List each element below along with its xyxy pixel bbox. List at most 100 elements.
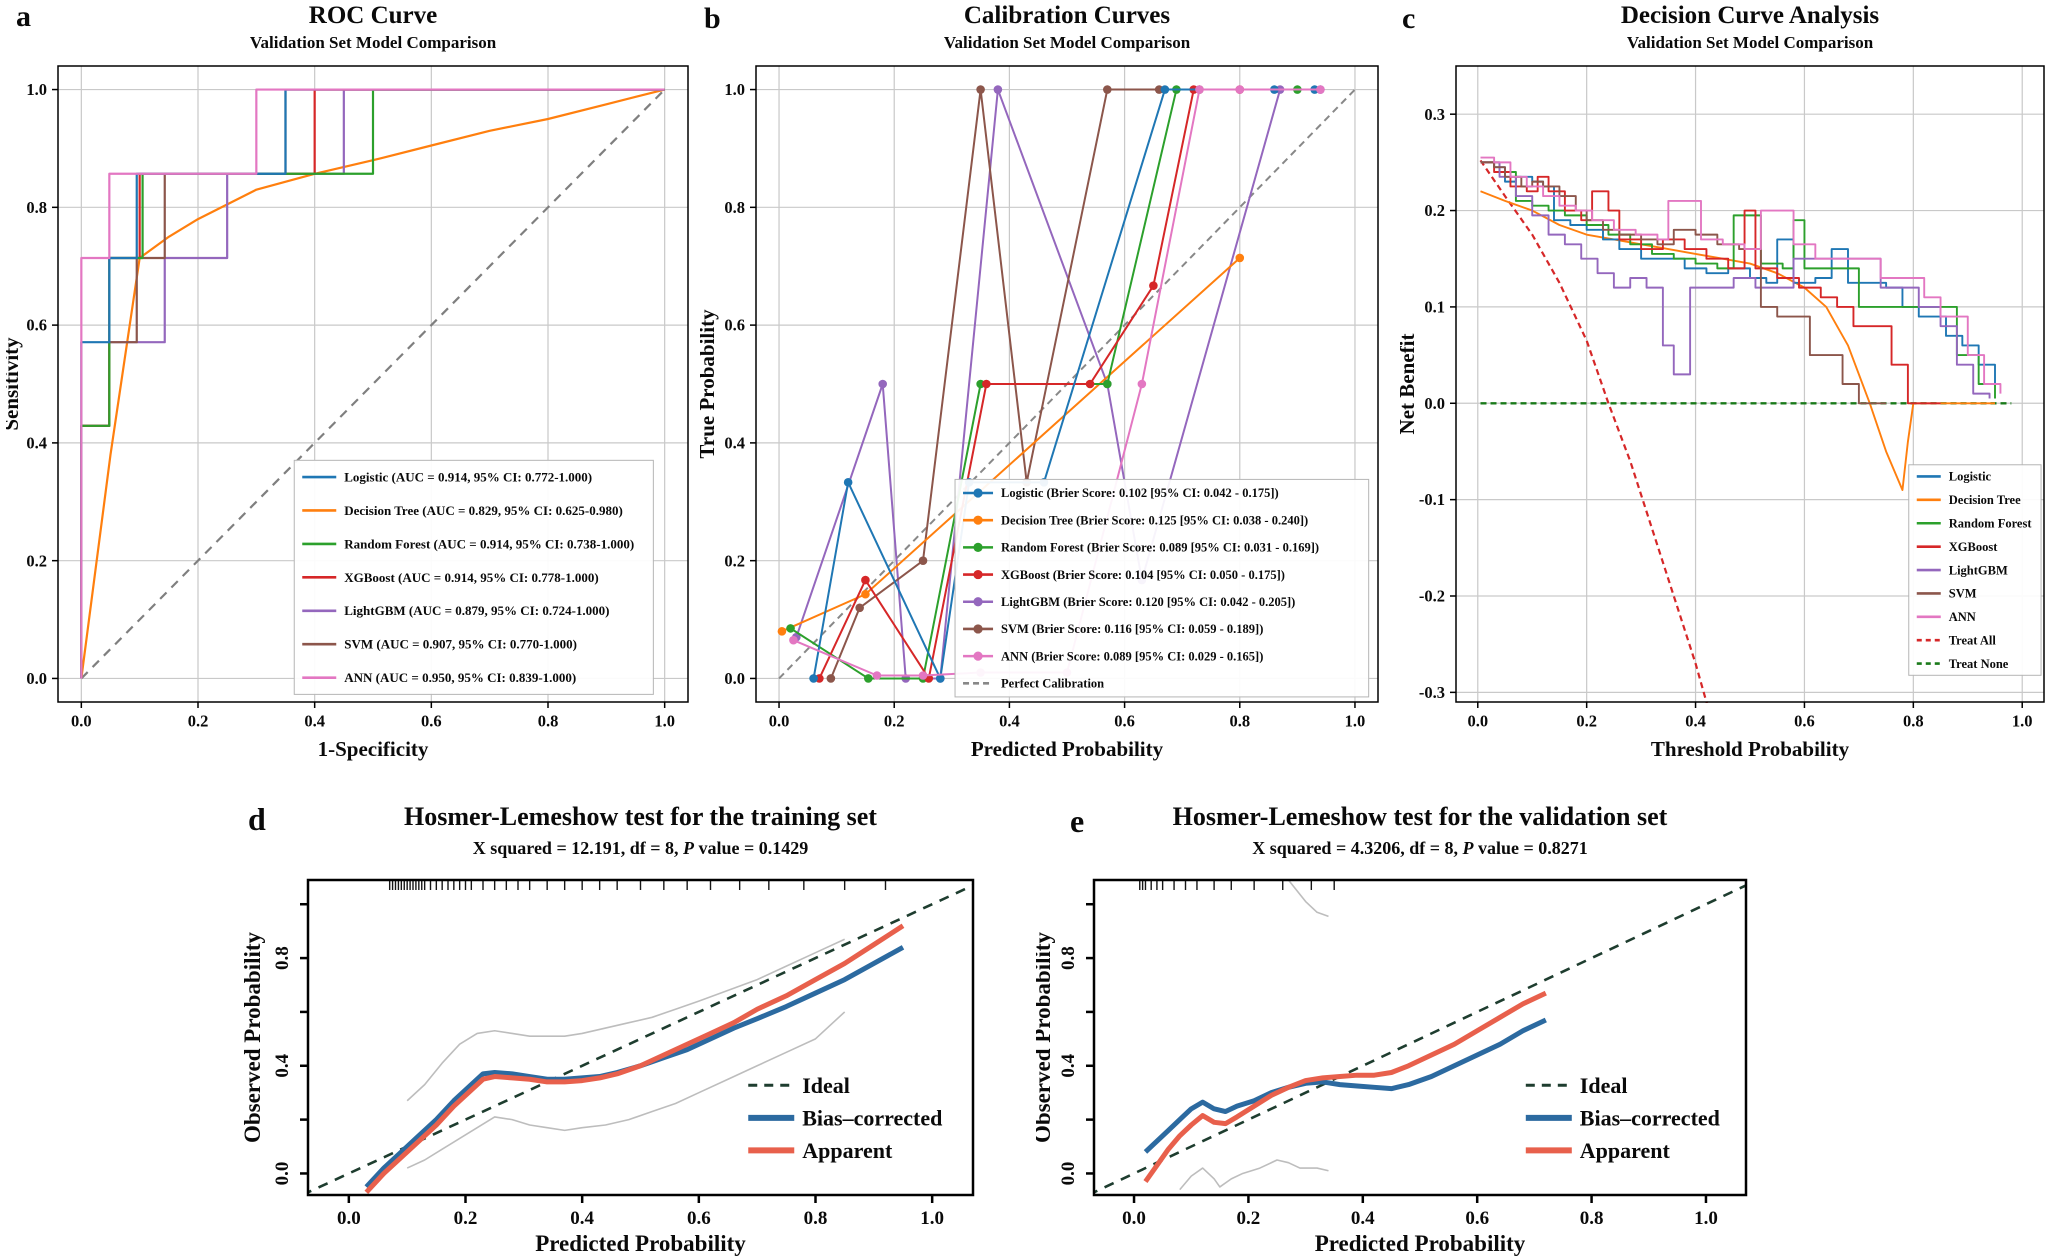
svg-text:Random Forest (AUC = 0.914, 95: Random Forest (AUC = 0.914, 95% CI: 0.73… <box>344 536 634 551</box>
hl-validation-subtitle: X squared = 4.3206, df = 8, P value = 0.… <box>1094 838 1746 859</box>
svg-text:Observed Probability: Observed Probability <box>240 931 265 1143</box>
svg-text:Predicted Probability: Predicted Probability <box>535 1231 746 1256</box>
svg-text:0.8: 0.8 <box>1580 1208 1604 1229</box>
hl-validation-chart-svg: 0.0 0.2 0.4 0.6 0.8 1.0 0.0 0.4 0.8 Predicted Pro… <box>1036 878 1748 1256</box>
svg-text:0.0: 0.0 <box>1424 394 1445 413</box>
svg-text:LightGBM: LightGBM <box>1949 563 2008 577</box>
svg-text:0.6: 0.6 <box>1114 712 1135 731</box>
svg-text:-0.3: -0.3 <box>1419 683 1445 702</box>
hl-training-title: Hosmer-Lemeshow test for the training se… <box>404 802 877 831</box>
roc-subtitle: Validation Set Model Comparison <box>249 33 497 52</box>
svg-text:Sensitivity: Sensitivity <box>6 337 23 431</box>
hl-training-chart-svg: 0.0 0.2 0.4 0.6 0.8 1.0 0.0 0.4 0.8 Predicted Pro… <box>240 878 975 1256</box>
svg-text:Bias–corrected: Bias–corrected <box>1580 1105 1720 1130</box>
svg-text:0.8: 0.8 <box>538 712 559 731</box>
svg-text:SVM (Brier Score: 0.116 [95% C: SVM (Brier Score: 0.116 [95% CI: 0.059 -… <box>1001 622 1263 636</box>
svg-text:0.0: 0.0 <box>26 669 47 688</box>
svg-text:0.8: 0.8 <box>804 1208 828 1229</box>
dca-subtitle: Validation Set Model Comparison <box>1626 33 1874 52</box>
svg-text:1.0: 1.0 <box>1345 712 1366 731</box>
svg-text:0.4: 0.4 <box>304 712 325 731</box>
svg-text:1.0: 1.0 <box>2012 712 2033 731</box>
svg-text:0.1: 0.1 <box>1424 298 1445 317</box>
svg-text:Threshold Probability: Threshold Probability <box>1651 737 1850 761</box>
svg-text:0.6: 0.6 <box>26 316 47 335</box>
panel-letter-c: c <box>1402 2 1416 35</box>
svg-text:0.0: 0.0 <box>724 669 745 688</box>
svg-text:0.0: 0.0 <box>71 712 92 731</box>
svg-text:0.8: 0.8 <box>26 198 47 217</box>
roc-chart-svg: 0.0 0.2 0.4 0.6 0.8 1.0 0.0 0.2 0.4 0.6 0.8 1.0 1-Sp… <box>6 65 689 761</box>
svg-text:Perfect Calibration: Perfect Calibration <box>1001 677 1104 691</box>
svg-text:1.0: 1.0 <box>1694 1208 1718 1229</box>
svg-text:0.6: 0.6 <box>724 316 745 335</box>
svg-text:0.6: 0.6 <box>421 712 442 731</box>
svg-text:Net Benefit: Net Benefit <box>1400 334 1419 435</box>
svg-text:1.0: 1.0 <box>654 712 675 731</box>
panel-letter-e: e <box>1070 803 1085 839</box>
svg-text:0.4: 0.4 <box>1058 1053 1079 1077</box>
svg-text:0.2: 0.2 <box>884 712 905 731</box>
svg-text:SVM (AUC = 0.907, 95% CI: 0.77: SVM (AUC = 0.907, 95% CI: 0.770-1.000) <box>344 637 577 652</box>
hl-training-stat-pre: X squared = 12.191, df = 8, <box>472 838 683 858</box>
svg-text:0.8: 0.8 <box>724 198 745 217</box>
svg-text:0.8: 0.8 <box>1058 946 1079 970</box>
svg-text:0.2: 0.2 <box>724 551 745 570</box>
svg-text:Observed Probability: Observed Probability <box>1036 931 1055 1143</box>
svg-text:Ideal: Ideal <box>1580 1073 1628 1098</box>
hl-validation-stat-post: value = 0.8271 <box>1473 838 1588 858</box>
svg-text:Logistic (Brier Score: 0.102 [: Logistic (Brier Score: 0.102 [95% CI: 0.… <box>1001 486 1279 500</box>
svg-text:0.0: 0.0 <box>1467 712 1488 731</box>
svg-text:LightGBM (Brier Score: 0.120 [: LightGBM (Brier Score: 0.120 [95% CI: 0.… <box>1001 595 1295 609</box>
svg-text:Predicted Probability: Predicted Probability <box>1315 1231 1526 1256</box>
svg-text:0.0: 0.0 <box>337 1208 361 1229</box>
svg-text:0.3: 0.3 <box>1424 105 1445 124</box>
svg-text:0.2: 0.2 <box>26 551 47 570</box>
svg-text:Apparent: Apparent <box>802 1138 893 1163</box>
svg-text:1.0: 1.0 <box>724 80 745 99</box>
svg-text:0.0: 0.0 <box>1058 1162 1079 1186</box>
svg-text:0.4: 0.4 <box>724 433 745 452</box>
svg-text:0.6: 0.6 <box>687 1208 711 1229</box>
svg-text:Apparent: Apparent <box>1580 1138 1671 1163</box>
panel-letter-b: b <box>704 2 721 35</box>
svg-text:0.4: 0.4 <box>1351 1208 1375 1229</box>
svg-text:Random Forest (Brier Score: 0.: Random Forest (Brier Score: 0.089 [95% C… <box>1001 541 1319 555</box>
svg-text:0.4: 0.4 <box>1685 712 1706 731</box>
svg-text:Logistic: Logistic <box>1949 470 1992 484</box>
svg-text:0.2: 0.2 <box>188 712 209 731</box>
svg-text:Decision Tree (AUC = 0.829, 95: Decision Tree (AUC = 0.829, 95% CI: 0.62… <box>344 503 623 518</box>
svg-text:0.4: 0.4 <box>26 433 47 452</box>
svg-text:-0.1: -0.1 <box>1419 490 1445 509</box>
svg-text:1.0: 1.0 <box>26 80 47 99</box>
calibration-subtitle: Validation Set Model Comparison <box>943 33 1191 52</box>
svg-text:0.8: 0.8 <box>272 946 293 970</box>
svg-text:XGBoost (AUC = 0.914, 95% CI:: XGBoost (AUC = 0.914, 95% CI: 0.778-1.00… <box>344 570 598 585</box>
hl-training-subtitle: X squared = 12.191, df = 8, P value = 0.… <box>308 838 973 859</box>
svg-text:0.2: 0.2 <box>1424 201 1445 220</box>
panel-hosmer-lemeshow-validation: e Hosmer-Lemeshow test for the validatio… <box>1036 793 1796 1257</box>
svg-text:Random Forest: Random Forest <box>1949 516 2033 530</box>
svg-text:Treat None: Treat None <box>1949 657 2009 671</box>
svg-text:0.8: 0.8 <box>1229 712 1250 731</box>
panel-letter-d: d <box>248 801 266 837</box>
calibration-title: Calibration Curves <box>963 2 1171 29</box>
panel-roc-curve: a ROC Curve Validation Set Model Compari… <box>6 2 698 790</box>
svg-text:0.2: 0.2 <box>454 1208 478 1229</box>
svg-text:ANN: ANN <box>1949 610 1976 624</box>
svg-text:Decision Tree: Decision Tree <box>1949 493 2021 507</box>
svg-text:ANN (Brier Score: 0.089 [95% C: ANN (Brier Score: 0.089 [95% CI: 0.029 -… <box>1001 649 1263 663</box>
svg-text:0.0: 0.0 <box>272 1162 293 1186</box>
svg-text:XGBoost: XGBoost <box>1949 540 1998 554</box>
dca-chart-svg: 0.0 0.2 0.4 0.6 0.8 1.0 -0.3 -0.2 -0.1 0.0 0.1 0.2 0… <box>1400 65 2045 761</box>
svg-text:ANN (AUC = 0.950, 95% CI: 0.83: ANN (AUC = 0.950, 95% CI: 0.839-1.000) <box>344 670 576 685</box>
svg-text:0.0: 0.0 <box>769 712 790 731</box>
panel-calibration-curves: b Calibration Curves Validation Set Mode… <box>700 2 1400 790</box>
svg-text:Treat All: Treat All <box>1949 633 1997 647</box>
svg-text:Decision Tree (Brier Score: 0.: Decision Tree (Brier Score: 0.125 [95% C… <box>1001 513 1308 527</box>
svg-text:1-Specificity: 1-Specificity <box>318 737 429 761</box>
svg-text:XGBoost (Brier Score: 0.104 [9: XGBoost (Brier Score: 0.104 [95% CI: 0.0… <box>1001 568 1285 582</box>
panel-hosmer-lemeshow-training: d Hosmer-Lemeshow test for the training … <box>220 793 990 1257</box>
panel-letter-a: a <box>16 0 31 33</box>
